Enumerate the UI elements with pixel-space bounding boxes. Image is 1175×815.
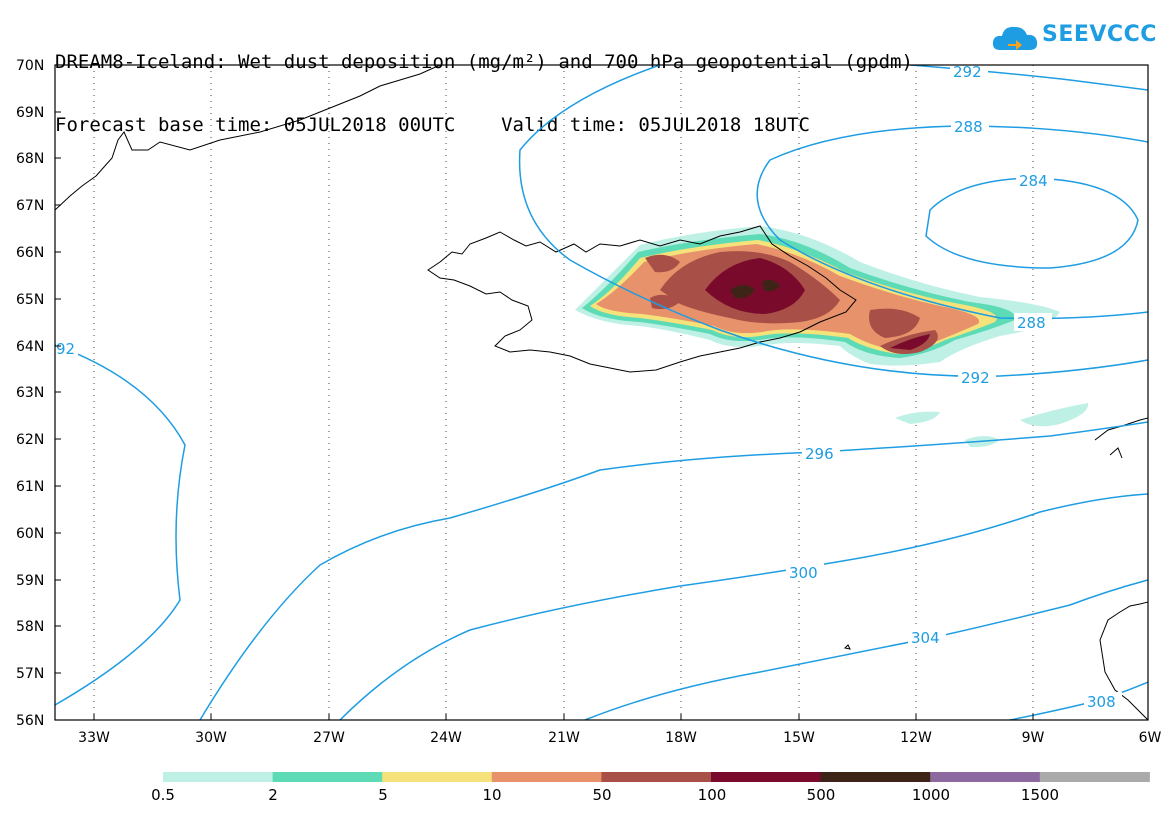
lon-label: 9W — [1022, 730, 1045, 746]
lat-label: 67N — [16, 198, 44, 214]
lon-label: 18W — [665, 730, 697, 746]
legend-label: 2 — [268, 786, 278, 804]
legend-colorbar — [163, 772, 1150, 782]
contour-label-308: 308 — [1087, 693, 1116, 711]
geopotential-contours — [55, 65, 1148, 720]
lon-label: 6W — [1139, 730, 1162, 746]
legend-label: 500 — [807, 786, 836, 804]
lat-label: 65N — [16, 292, 44, 308]
latitude-labels: 70N 69N 68N 67N 66N 65N 64N 63N 62N 61N … — [16, 58, 44, 729]
lat-label: 60N — [16, 526, 44, 542]
lat-label: 61N — [16, 479, 44, 495]
legend-label: 1500 — [1021, 786, 1059, 804]
lat-label: 58N — [16, 619, 44, 635]
contour-label-296: 296 — [805, 445, 834, 463]
legend-swatch — [601, 772, 712, 782]
legend-swatch — [163, 772, 274, 782]
lat-label: 68N — [16, 151, 44, 167]
lon-label: 27W — [313, 730, 345, 746]
contour-labels: 292 288 284 288 292 296 300 304 308 92 — [56, 62, 1122, 711]
legend-label: 5 — [378, 786, 388, 804]
title-line-1: DREAM8-Iceland: Wet dust deposition (mg/… — [55, 51, 913, 73]
contour-label-288-north: 288 — [954, 118, 983, 136]
longitude-labels: 33W 30W 27W 24W 21W 18W 15W 12W 9W 6W — [78, 730, 1161, 746]
contour-label-292-north: 292 — [953, 63, 982, 81]
contour-label-304: 304 — [911, 629, 940, 647]
legend-labels: 0.5 2 5 10 50 100 500 1000 1500 — [151, 786, 1059, 804]
lat-label: 64N — [16, 339, 44, 355]
dust-deposition-field — [575, 226, 1089, 448]
map-frame — [54, 64, 1149, 721]
contour-label-292-west: 92 — [56, 340, 75, 358]
lat-label: 62N — [16, 432, 44, 448]
meridian-grid — [93, 65, 1034, 720]
legend-swatch — [272, 772, 383, 782]
legend-swatch — [1039, 772, 1150, 782]
title-line-2: Forecast base time: 05JUL2018 00UTC Vali… — [55, 114, 810, 136]
lon-label: 12W — [900, 730, 932, 746]
lon-label: 33W — [78, 730, 110, 746]
longitude-axis — [93, 714, 1034, 720]
contour-label-292-south: 292 — [961, 369, 990, 387]
contour-label-288-south: 288 — [1017, 314, 1046, 332]
lon-label: 24W — [430, 730, 462, 746]
latitude-axis — [55, 64, 61, 721]
lat-label: 70N — [16, 58, 44, 74]
lat-label: 59N — [16, 573, 44, 589]
legend-swatch — [382, 772, 493, 782]
lat-label: 69N — [16, 105, 44, 121]
chart-title: DREAM8-Iceland: Wet dust deposition (mg/… — [55, 10, 913, 157]
lon-label: 21W — [548, 730, 580, 746]
cloud-icon — [992, 26, 1038, 50]
legend-label: 10 — [482, 786, 501, 804]
lat-label: 57N — [16, 666, 44, 682]
legend-label: 1000 — [912, 786, 950, 804]
lat-label: 63N — [16, 385, 44, 401]
legend-swatch — [820, 772, 931, 782]
legend-label: 0.5 — [151, 786, 175, 804]
legend-label: 50 — [592, 786, 611, 804]
contour-label-284: 284 — [1019, 172, 1048, 190]
legend-label: 100 — [698, 786, 727, 804]
coastline — [55, 65, 1148, 720]
lat-label: 66N — [16, 245, 44, 261]
lon-label: 15W — [783, 730, 815, 746]
logo-text: SEEVCCC — [1042, 22, 1157, 47]
legend-swatch — [491, 772, 602, 782]
lat-label: 56N — [16, 713, 44, 729]
contour-label-300: 300 — [789, 564, 818, 582]
lon-label: 30W — [195, 730, 227, 746]
legend-swatch — [711, 772, 822, 782]
legend-swatch — [930, 772, 1041, 782]
